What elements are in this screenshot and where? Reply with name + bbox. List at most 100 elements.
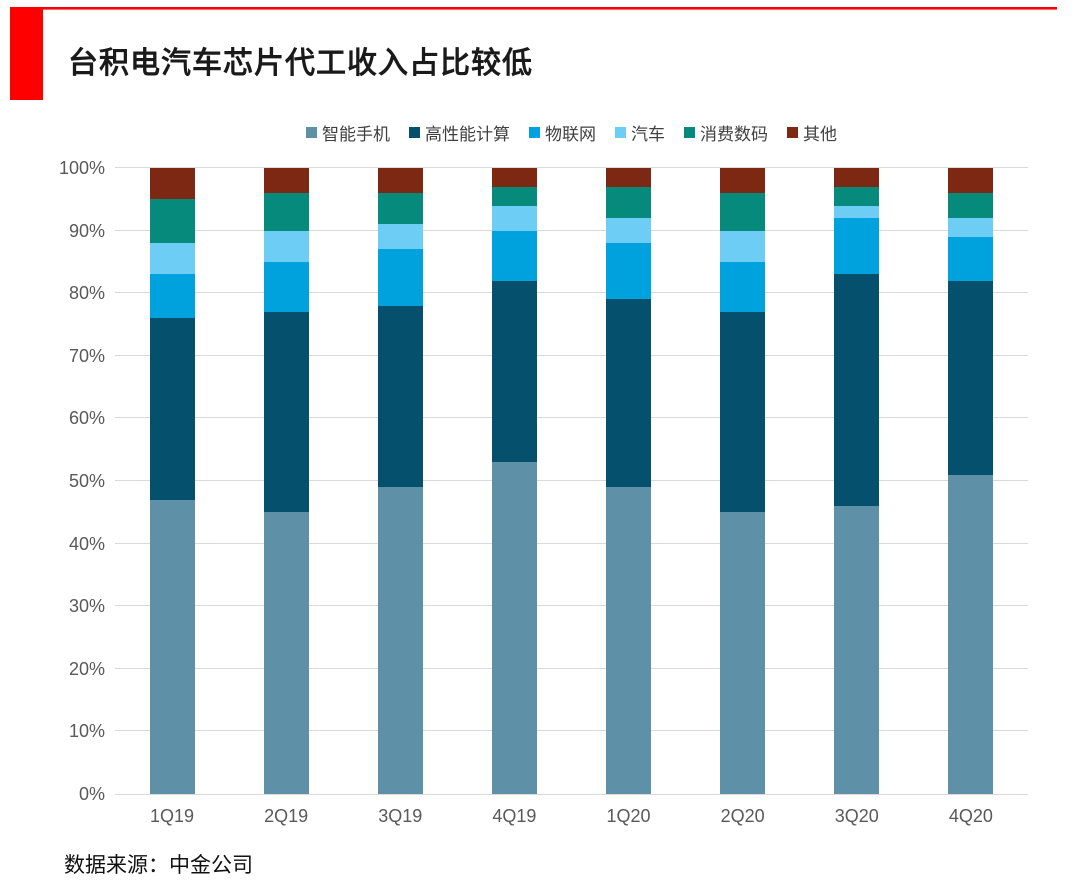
- bar-segment-消费数码: [720, 193, 766, 231]
- bar-slot: [800, 168, 914, 794]
- page-title: 台积电汽车芯片代工收入占比较低: [68, 47, 533, 80]
- bar-segment-其他: [491, 168, 537, 187]
- x-axis-tick-label: 3Q19: [378, 806, 423, 826]
- bar-segment-物联网: [720, 261, 766, 312]
- bar-segment-智能手机: [263, 512, 309, 794]
- y-axis-tick-label: 30%: [68, 596, 105, 617]
- bar-segment-物联网: [606, 243, 652, 300]
- legend-label: 高性能计算: [425, 125, 510, 144]
- bar-column: [720, 168, 766, 794]
- legend-swatch-icon: [409, 127, 420, 138]
- bar-segment-物联网: [377, 249, 423, 306]
- bar-slot: [572, 168, 686, 794]
- bar-segment-汽车: [263, 230, 309, 262]
- gridline: [115, 730, 1028, 732]
- gridline: [115, 229, 1028, 231]
- y-axis-tick-label: 10%: [68, 721, 105, 742]
- bar-segment-高性能计算: [149, 318, 195, 500]
- top-red-rule: [10, 7, 1057, 10]
- x-axis-tick-label: 1Q19: [150, 806, 195, 826]
- bar-slot: [115, 168, 229, 794]
- gridline: [115, 417, 1028, 419]
- plot-area: [115, 167, 1028, 795]
- gridline: [115, 605, 1028, 607]
- legend-item: 消费数码: [684, 120, 768, 145]
- x-axis: 1Q19 2Q19 3Q19 4Q19 1Q20 2Q20 3Q20 4Q20: [115, 806, 1028, 830]
- bar-column: [149, 168, 195, 794]
- legend-label: 消费数码: [700, 125, 768, 144]
- bar-segment-高性能计算: [834, 274, 880, 507]
- bar-segment-其他: [377, 168, 423, 194]
- bar-segment-高性能计算: [263, 312, 309, 513]
- legend-item: 智能手机: [306, 120, 390, 145]
- y-axis-tick-label: 70%: [68, 345, 105, 366]
- bar-segment-物联网: [948, 236, 994, 281]
- bar-segment-智能手机: [606, 487, 652, 794]
- x-axis-tick-label: 4Q20: [948, 806, 993, 826]
- y-axis: 0% 10% 20% 30% 40% 50% 60% 70% 80% 90% 100%: [0, 159, 105, 803]
- bar-column: [377, 168, 423, 794]
- gridline: [115, 667, 1028, 669]
- legend-item: 汽车: [615, 120, 665, 145]
- gridline: [115, 480, 1028, 481]
- x-axis-tick-label: 3Q20: [834, 806, 879, 826]
- bar-segment-物联网: [263, 261, 309, 312]
- bar-segment-高性能计算: [377, 305, 423, 488]
- legend-swatch-icon: [787, 127, 798, 138]
- legend-swatch-icon: [306, 127, 317, 138]
- y-axis-tick-label: 50%: [68, 471, 105, 491]
- bar-segment-智能手机: [834, 506, 880, 794]
- bar-segment-高性能计算: [606, 299, 652, 488]
- bar-segment-其他: [948, 168, 994, 194]
- bar-segment-汽车: [491, 205, 537, 231]
- bar-segment-其他: [834, 168, 880, 187]
- bar-segment-消费数码: [149, 199, 195, 244]
- x-axis-tick-label: 4Q19: [492, 806, 537, 826]
- y-axis-tick-label: 80%: [68, 283, 105, 304]
- bar-segment-汽车: [720, 230, 766, 262]
- bar-segment-其他: [606, 168, 652, 187]
- bar-slot: [229, 168, 343, 794]
- legend-swatch-icon: [684, 127, 695, 138]
- legend-label: 物联网: [545, 125, 596, 144]
- bar-segment-汽车: [834, 205, 880, 219]
- gridline: [115, 354, 1028, 356]
- bar-segment-消费数码: [377, 193, 423, 225]
- bar-slot: [343, 168, 457, 794]
- x-axis-tick-label: 2Q20: [720, 806, 765, 826]
- bar-segment-消费数码: [834, 186, 880, 206]
- bar-segment-高性能计算: [948, 280, 994, 475]
- gridline: [115, 292, 1028, 294]
- chart-legend: 智能手机 高性能计算 物联网 汽车 消费数码 其他: [115, 120, 1028, 145]
- legend-swatch-icon: [529, 127, 540, 138]
- legend-label: 智能手机: [322, 125, 390, 144]
- y-axis-tick-label: 0%: [78, 784, 105, 804]
- gridline: [115, 542, 1028, 544]
- bar-slot: [686, 168, 800, 794]
- legend-label: 其他: [803, 125, 837, 144]
- bar-column: [491, 168, 537, 794]
- y-axis-tick-label: 90%: [68, 220, 105, 241]
- bar-segment-消费数码: [606, 186, 652, 219]
- y-axis-tick-label: 60%: [68, 408, 105, 429]
- bar-segment-高性能计算: [491, 280, 537, 463]
- bar-segment-其他: [263, 168, 309, 194]
- bar-column: [834, 168, 880, 794]
- legend-item: 物联网: [529, 120, 596, 145]
- source-note: 数据来源：中金公司: [64, 853, 253, 877]
- bar-segment-物联网: [491, 230, 537, 281]
- legend-label: 汽车: [631, 125, 665, 144]
- bar-segment-其他: [149, 168, 195, 200]
- bar-segment-物联网: [149, 274, 195, 319]
- legend-item: 高性能计算: [409, 120, 510, 145]
- bar-segment-物联网: [834, 218, 880, 275]
- legend-swatch-icon: [615, 127, 626, 138]
- bar-segment-汽车: [149, 243, 195, 275]
- bar-segment-消费数码: [948, 193, 994, 219]
- red-accent-block: [10, 7, 43, 100]
- y-axis-tick-label: 40%: [68, 533, 105, 554]
- bar-segment-消费数码: [491, 186, 537, 206]
- bar-segment-汽车: [948, 218, 994, 237]
- x-axis-tick-label: 2Q19: [264, 806, 309, 826]
